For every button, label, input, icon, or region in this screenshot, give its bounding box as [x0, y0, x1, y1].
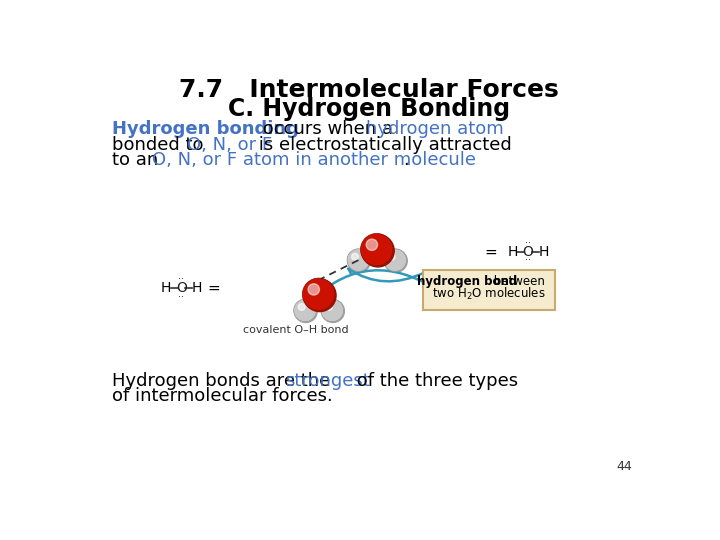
Circle shape [298, 303, 305, 310]
Circle shape [388, 253, 395, 260]
Circle shape [347, 249, 370, 272]
Text: ··: ·· [525, 238, 531, 248]
Circle shape [361, 233, 393, 266]
Text: of the three types: of the three types [351, 372, 518, 389]
Text: ··: ·· [179, 292, 184, 302]
Circle shape [384, 249, 408, 272]
Circle shape [302, 278, 335, 310]
Text: hydrogen bond: hydrogen bond [418, 275, 518, 288]
Circle shape [384, 249, 407, 272]
Text: O: O [523, 245, 534, 259]
Text: O, N, or F atom in another molecule: O, N, or F atom in another molecule [152, 151, 476, 169]
Circle shape [321, 299, 343, 322]
Text: .: . [403, 151, 409, 169]
Circle shape [308, 284, 320, 295]
Circle shape [322, 300, 344, 322]
Text: hydrogen atom: hydrogen atom [366, 120, 504, 138]
Text: of intermolecular forces.: of intermolecular forces. [112, 387, 333, 405]
Text: to an: to an [112, 151, 163, 169]
Text: ··: ·· [179, 274, 184, 284]
Circle shape [351, 253, 359, 260]
Circle shape [294, 299, 316, 322]
Circle shape [361, 234, 394, 267]
Circle shape [294, 300, 318, 322]
Text: 7.7   Intermolecular Forces: 7.7 Intermolecular Forces [179, 78, 559, 102]
Text: two H$_2$O molecules: two H$_2$O molecules [432, 286, 546, 302]
Text: strongest: strongest [285, 372, 370, 389]
Text: between: between [490, 275, 545, 288]
Circle shape [348, 249, 371, 272]
Text: O: O [176, 281, 187, 295]
Circle shape [304, 279, 336, 312]
Text: bonded to: bonded to [112, 136, 209, 154]
Text: H: H [192, 281, 202, 295]
Text: O, N, or F: O, N, or F [187, 136, 272, 154]
Text: =: = [485, 245, 497, 259]
Text: H: H [161, 281, 171, 295]
Text: H: H [507, 245, 518, 259]
Text: Hydrogen bonds are the: Hydrogen bonds are the [112, 372, 336, 389]
Text: =: = [207, 281, 220, 295]
Circle shape [325, 303, 332, 310]
Text: ··: ·· [525, 255, 531, 265]
Text: 44: 44 [617, 460, 632, 473]
Text: H: H [538, 245, 549, 259]
Text: covalent O–H bond: covalent O–H bond [243, 326, 348, 335]
Circle shape [366, 239, 377, 251]
Text: Hydrogen bonding: Hydrogen bonding [112, 120, 299, 138]
Text: C. Hydrogen Bonding: C. Hydrogen Bonding [228, 97, 510, 120]
FancyBboxPatch shape [423, 269, 555, 309]
Text: is electrostatically attracted: is electrostatically attracted [253, 136, 512, 154]
Text: occurs when a: occurs when a [256, 120, 398, 138]
